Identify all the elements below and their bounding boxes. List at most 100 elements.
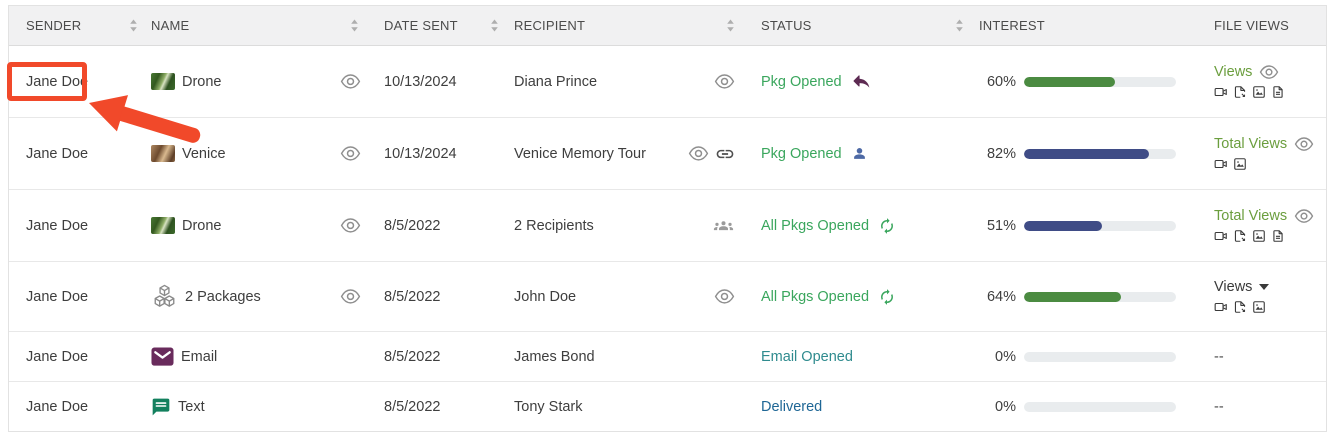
cell-name: Drone [144, 217, 371, 234]
recipient-person-icon[interactable] [851, 145, 868, 162]
cell-date-sent: 8/5/2022 [371, 289, 506, 305]
status-label: Pkg Opened [761, 145, 842, 162]
cell-sender: Jane Doe [9, 289, 144, 305]
table-row[interactable]: Jane Doe Drone 10/13/2024 Diana Prince Pkg O… [9, 46, 1326, 118]
multiple-recipients-icon[interactable] [712, 214, 735, 237]
sync-icon[interactable] [878, 217, 896, 235]
recipient-name: 2 Recipients [514, 217, 594, 234]
preview-eye-icon[interactable] [1259, 65, 1279, 79]
column-header-label: SENDER [26, 18, 82, 33]
cell-file-views: -- [1208, 399, 1326, 415]
text-message-icon [151, 397, 171, 417]
recipient-icons [712, 214, 735, 237]
file-download-icon [1233, 300, 1247, 314]
file-type-icons [1214, 300, 1326, 314]
cell-file-views: Views [1208, 279, 1326, 314]
cell-status: Pkg Opened [748, 71, 971, 92]
file-views-link[interactable]: Views [1214, 279, 1326, 295]
cell-file-views: Total Views [1208, 136, 1326, 171]
sort-icon[interactable] [954, 19, 965, 32]
cell-recipient: 2 Recipients [506, 214, 748, 237]
name-label: Drone [182, 73, 222, 90]
recipient-icons [714, 74, 735, 89]
file-views-link-label: Views [1214, 279, 1253, 295]
sent-items-table: SENDER NAME DATE SENT RECIPIENT STATUS INTERE… [8, 5, 1327, 432]
sender-name: Jane Doe [26, 73, 89, 90]
preview-eye-icon[interactable] [340, 74, 361, 89]
preview-eye-icon[interactable] [340, 218, 361, 233]
file-views-link-label: Total Views [1214, 208, 1288, 224]
table-row[interactable]: Jane Doe Text 8/5/2022 Tony Stark Delivered 0… [9, 382, 1326, 431]
cell-date-sent: 8/5/2022 [371, 218, 506, 234]
recipient-icons [714, 289, 735, 304]
preview-eye-icon[interactable] [1294, 209, 1314, 223]
interest-bar-fill [1024, 76, 1116, 87]
cell-interest: 51% [971, 218, 1208, 234]
file-views-link[interactable]: Total Views [1214, 136, 1326, 152]
cell-name: Venice [144, 145, 371, 162]
preview-eye-icon[interactable] [714, 289, 735, 304]
name-label: Drone [182, 217, 222, 234]
sender-name: Jane Doe [26, 217, 89, 234]
file-download-icon [1233, 229, 1247, 243]
recipient-name: James Bond [514, 348, 595, 365]
interest-percent: 60% [986, 73, 1016, 90]
cell-status: All Pkgs Opened [748, 288, 971, 306]
cell-status: All Pkgs Opened [748, 217, 971, 235]
preview-eye-icon[interactable] [688, 146, 709, 161]
file-views-link-label: Total Views [1214, 136, 1288, 152]
cell-status: Email Opened [748, 349, 971, 365]
status-label: All Pkgs Opened [761, 288, 870, 305]
sort-icon[interactable] [725, 19, 736, 32]
document-file-icon [1271, 229, 1285, 243]
name-label: Venice [182, 145, 226, 162]
preview-eye-icon[interactable] [714, 74, 735, 89]
sync-icon[interactable] [878, 288, 896, 306]
cell-date-sent: 10/13/2024 [371, 146, 506, 162]
interest-percent: 0% [995, 348, 1016, 365]
column-header-file-views: FILE VIEWS [1208, 6, 1326, 45]
column-header-name[interactable]: NAME [144, 6, 371, 45]
video-file-icon [1214, 300, 1228, 314]
preview-eye-icon[interactable] [340, 289, 361, 304]
sort-icon[interactable] [349, 19, 360, 32]
table-row[interactable]: Jane Doe Drone 8/5/2022 2 Recipients All Pkg… [9, 190, 1326, 262]
interest-bar [1024, 351, 1176, 362]
table-row[interactable]: Jane Doe Email 8/5/2022 James Bond Email Ope… [9, 332, 1326, 382]
column-header-label: STATUS [761, 18, 812, 33]
cell-recipient: John Doe [506, 289, 748, 305]
cell-recipient: James Bond [506, 349, 748, 365]
cell-recipient: Tony Stark [506, 399, 748, 415]
interest-percent: 82% [986, 145, 1016, 162]
recipient-name: Tony Stark [514, 398, 583, 415]
sort-icon[interactable] [128, 19, 139, 32]
recipient-name: John Doe [514, 288, 577, 305]
reply-arrow-icon[interactable] [851, 71, 872, 92]
cell-date-sent: 8/5/2022 [371, 399, 506, 415]
date-sent-value: 10/13/2024 [384, 145, 457, 162]
column-header-status[interactable]: STATUS [748, 6, 971, 45]
file-views-empty: -- [1214, 348, 1224, 365]
cell-status: Delivered [748, 399, 971, 415]
cell-recipient: Diana Prince [506, 74, 748, 90]
file-views-link[interactable]: Views [1214, 64, 1326, 80]
table-row[interactable]: Jane Doe 2 Packages 8/5/2022 John Doe All Pk… [9, 262, 1326, 332]
column-header-date-sent[interactable]: DATE SENT [371, 6, 506, 45]
date-sent-value: 8/5/2022 [384, 288, 441, 305]
chevron-down-icon[interactable] [1259, 284, 1270, 290]
name-label: 2 Packages [185, 288, 261, 305]
column-header-sender[interactable]: SENDER [9, 6, 144, 45]
date-sent-value: 8/5/2022 [384, 398, 441, 415]
preview-eye-icon[interactable] [1294, 137, 1314, 151]
column-header-label: RECIPIENT [514, 18, 586, 33]
preview-eye-icon[interactable] [340, 146, 361, 161]
column-header-label: DATE SENT [384, 18, 458, 33]
recipient-icons [688, 144, 735, 164]
table-row[interactable]: Jane Doe Venice 10/13/2024 Venice Memory To… [9, 118, 1326, 190]
file-views-link[interactable]: Total Views [1214, 208, 1326, 224]
cell-interest: 0% [971, 349, 1208, 365]
column-header-recipient[interactable]: RECIPIENT [506, 6, 748, 45]
status-label: Pkg Opened [761, 73, 842, 90]
share-link-icon[interactable] [715, 144, 735, 164]
sort-icon[interactable] [489, 19, 500, 32]
